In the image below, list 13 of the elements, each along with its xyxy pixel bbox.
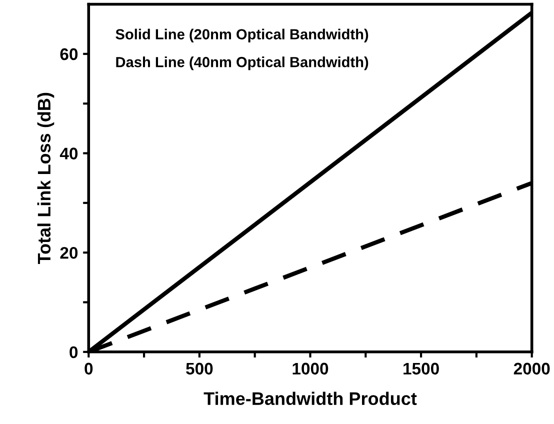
x-tick-label: 1500 xyxy=(404,362,439,375)
x-axis-title: Time-Bandwidth Product xyxy=(204,392,417,406)
x-tick-label: 1000 xyxy=(292,362,328,375)
y-tick-label: 20 xyxy=(60,246,78,259)
y-tick-label: 0 xyxy=(70,346,78,358)
y-tick-label: 40 xyxy=(60,148,78,160)
x-tick-label: 500 xyxy=(186,362,213,375)
y-axis-title: Total Link Loss (dB) xyxy=(37,92,54,264)
x-tick-label: 0 xyxy=(84,362,93,375)
y-tick-label: 60 xyxy=(60,48,78,60)
x-tick-label: 2000 xyxy=(514,362,550,375)
annotation: Solid Line (20nm Optical Bandwidth) xyxy=(116,28,368,42)
annotation: Dash Line (40nm Optical Bandwidth) xyxy=(116,56,368,70)
